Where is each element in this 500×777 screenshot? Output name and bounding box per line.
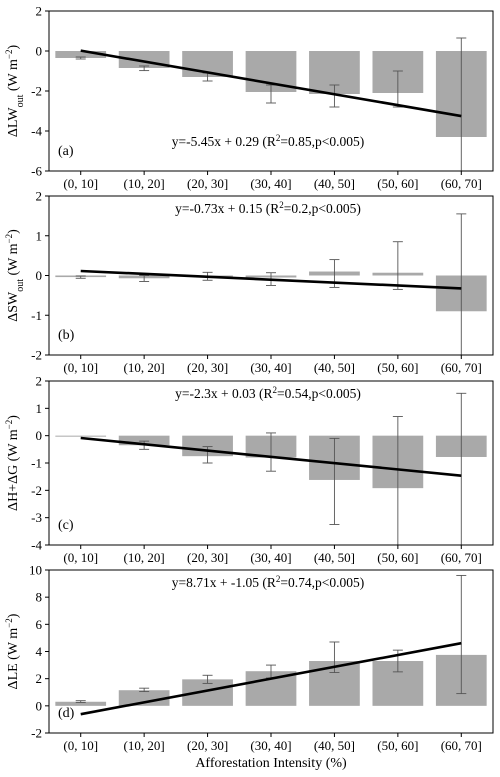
y-tick-label: -2 bbox=[31, 348, 42, 363]
error-bar bbox=[329, 84, 340, 108]
x-tick-label: (60, 70] bbox=[441, 550, 482, 565]
y-tick-label: 0 bbox=[36, 268, 43, 283]
y-tick-label: -1 bbox=[31, 308, 42, 323]
error-bar bbox=[202, 674, 213, 684]
y-tick-label: 2 bbox=[36, 4, 43, 19]
y-tick-label: 2 bbox=[36, 374, 43, 389]
y-tick-label: 0 bbox=[36, 44, 43, 59]
error-bar bbox=[75, 56, 86, 60]
x-tick-label: (30, 40] bbox=[250, 176, 291, 191]
x-tick-label: (60, 70] bbox=[441, 360, 482, 375]
fit-line bbox=[80, 269, 462, 290]
x-tick-label: (30, 40] bbox=[250, 550, 291, 565]
bar bbox=[118, 690, 170, 706]
y-axis-label: ΔLE (W m−2) bbox=[4, 613, 21, 689]
y-tick-label: 0 bbox=[36, 428, 43, 443]
x-tick-label: (50, 60] bbox=[377, 550, 418, 565]
x-tick-label: (0, 10] bbox=[63, 550, 98, 565]
chart-panel-0: -6 -4 -2 0 2 (0, 10] (10, 20] (20, 30] (30, 40] (… bbox=[4, 4, 494, 191]
y-tick-label: -4 bbox=[31, 538, 42, 553]
y-tick-label: -3 bbox=[31, 510, 42, 525]
regression-equation: y=-5.45x + 0.29 (R2=0.85,p<0.005) bbox=[172, 133, 364, 149]
y-tick-label: 6 bbox=[36, 617, 43, 632]
y-tick-label: -1 bbox=[31, 456, 42, 471]
error-bar bbox=[392, 241, 403, 290]
x-tick-label: (60, 70] bbox=[441, 738, 482, 753]
y-tick-label: 2 bbox=[36, 671, 43, 686]
x-tick-label: (30, 40] bbox=[250, 738, 291, 753]
bar bbox=[55, 435, 107, 437]
error-bar bbox=[75, 275, 86, 279]
x-tick-label: (20, 30] bbox=[187, 738, 228, 753]
x-tick-label: (10, 20] bbox=[124, 176, 165, 191]
y-tick-label: -2 bbox=[31, 483, 42, 498]
y-axis-label: ΔSWout (W m−2) bbox=[4, 229, 26, 322]
x-axis-label: Afforestation Intensity (%) bbox=[195, 756, 347, 771]
x-tick-label: (10, 20] bbox=[124, 738, 165, 753]
bar bbox=[55, 51, 107, 58]
x-tick-label: (10, 20] bbox=[124, 360, 165, 375]
y-tick-label: 4 bbox=[36, 644, 43, 659]
x-tick-label: (10, 20] bbox=[124, 550, 165, 565]
panel-label: (d) bbox=[58, 706, 75, 721]
x-tick-label: (0, 10] bbox=[63, 360, 98, 375]
fit-line bbox=[80, 436, 462, 478]
x-tick-label: (50, 60] bbox=[377, 176, 418, 191]
x-tick-label: (20, 30] bbox=[187, 176, 228, 191]
y-tick-label: 0 bbox=[36, 698, 43, 713]
error-bar bbox=[139, 65, 150, 72]
error-bar bbox=[266, 432, 276, 472]
error-bar bbox=[392, 416, 403, 545]
error-bar bbox=[139, 275, 150, 282]
x-tick-label: (40, 50] bbox=[314, 738, 355, 753]
x-tick-label: (20, 30] bbox=[187, 360, 228, 375]
fit-line bbox=[80, 49, 462, 118]
x-tick-label: (20, 30] bbox=[187, 550, 228, 565]
error-bar bbox=[456, 213, 467, 355]
x-tick-label: (40, 50] bbox=[314, 550, 355, 565]
chart-panel-2: -4 -3 -2 -1 0 1 2 (0, 10] (10, 20] (20, 30] (30, 4… bbox=[4, 374, 494, 565]
x-tick-label: (40, 50] bbox=[314, 176, 355, 191]
y-tick-label: 8 bbox=[36, 590, 43, 605]
chart-panel-1: -2 -1 0 1 2 (0, 10] (10, 20] (20, 30] (30, 40] (4… bbox=[4, 189, 494, 375]
y-tick-label: 1 bbox=[36, 228, 43, 243]
x-tick-label: (50, 60] bbox=[377, 738, 418, 753]
error-bar bbox=[456, 574, 467, 695]
y-tick-label: 1 bbox=[36, 401, 43, 416]
y-axis-label: ΔH+ΔG (W m−2) bbox=[4, 415, 21, 511]
error-bar bbox=[456, 392, 467, 545]
error-bar bbox=[456, 37, 467, 171]
x-tick-label: (40, 50] bbox=[314, 360, 355, 375]
panel-label: (c) bbox=[58, 518, 74, 533]
y-tick-label: -6 bbox=[31, 164, 42, 179]
bar bbox=[55, 701, 107, 706]
chart-panel-3: -2 0 2 4 6 8 10 (0, 10] (10, 20] (20, 30] (30, 40]… bbox=[4, 563, 494, 753]
x-tick-label: (60, 70] bbox=[441, 176, 482, 191]
x-tick-label: (0, 10] bbox=[63, 738, 98, 753]
x-tick-label: (0, 10] bbox=[63, 176, 98, 191]
panel-label: (a) bbox=[58, 144, 74, 159]
y-tick-label: -2 bbox=[31, 726, 42, 741]
y-tick-label: 10 bbox=[29, 563, 42, 578]
y-tick-label: -4 bbox=[31, 124, 42, 139]
regression-equation: y=-2.3x + 0.03 (R2=0.54,p<0.005) bbox=[175, 385, 361, 401]
bar bbox=[118, 435, 170, 446]
regression-equation: y=-0.73x + 0.15 (R2=0.2,p<0.005) bbox=[175, 200, 361, 216]
y-tick-label: 2 bbox=[36, 189, 43, 204]
x-tick-label: (50, 60] bbox=[377, 360, 418, 375]
error-bar bbox=[139, 687, 150, 693]
fit-line bbox=[80, 641, 462, 716]
panel-label: (b) bbox=[58, 328, 75, 343]
error-bar bbox=[329, 437, 340, 525]
error-bar bbox=[75, 700, 86, 703]
y-axis-label: ΔLWout (W m−2) bbox=[4, 45, 26, 138]
regression-equation: y=8.71x + -1.05 (R2=0.74,p<0.005) bbox=[172, 574, 364, 590]
x-tick-label: (30, 40] bbox=[250, 360, 291, 375]
y-tick-label: -2 bbox=[31, 84, 42, 99]
